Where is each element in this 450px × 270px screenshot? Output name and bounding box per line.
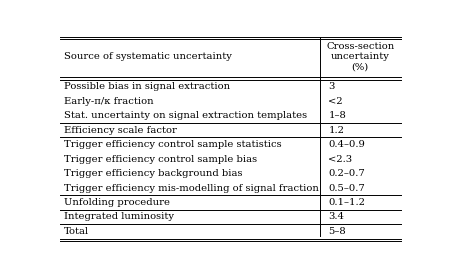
Text: Total: Total (64, 227, 89, 236)
Text: Possible bias in signal extraction: Possible bias in signal extraction (64, 82, 230, 91)
Text: Trigger efficiency control sample statistics: Trigger efficiency control sample statis… (64, 140, 282, 149)
Text: Trigger efficiency background bias: Trigger efficiency background bias (64, 169, 243, 178)
Text: 1–8: 1–8 (328, 111, 346, 120)
Text: 0.5–0.7: 0.5–0.7 (328, 184, 365, 193)
Text: 0.2–0.7: 0.2–0.7 (328, 169, 365, 178)
Text: Source of systematic uncertainty: Source of systematic uncertainty (64, 52, 232, 61)
Text: <2: <2 (328, 97, 343, 106)
Text: <2.3: <2.3 (328, 155, 352, 164)
Text: Integrated luminosity: Integrated luminosity (64, 212, 174, 221)
Text: Efficiency scale factor: Efficiency scale factor (64, 126, 177, 135)
Text: Early-π/κ fraction: Early-π/κ fraction (64, 97, 153, 106)
Text: Stat. uncertainty on signal extraction templates: Stat. uncertainty on signal extraction t… (64, 111, 307, 120)
Text: Trigger efficiency mis-modelling of signal fraction: Trigger efficiency mis-modelling of sign… (64, 184, 319, 193)
Text: 3: 3 (328, 82, 335, 91)
Text: Trigger efficiency control sample bias: Trigger efficiency control sample bias (64, 155, 257, 164)
Text: 0.1–1.2: 0.1–1.2 (328, 198, 365, 207)
Text: 5–8: 5–8 (328, 227, 346, 236)
Text: 3.4: 3.4 (328, 212, 344, 221)
Text: Cross-section
uncertainty
(%): Cross-section uncertainty (%) (326, 42, 394, 72)
Text: 0.4–0.9: 0.4–0.9 (328, 140, 365, 149)
Text: Unfolding procedure: Unfolding procedure (64, 198, 170, 207)
Text: 1.2: 1.2 (328, 126, 344, 135)
